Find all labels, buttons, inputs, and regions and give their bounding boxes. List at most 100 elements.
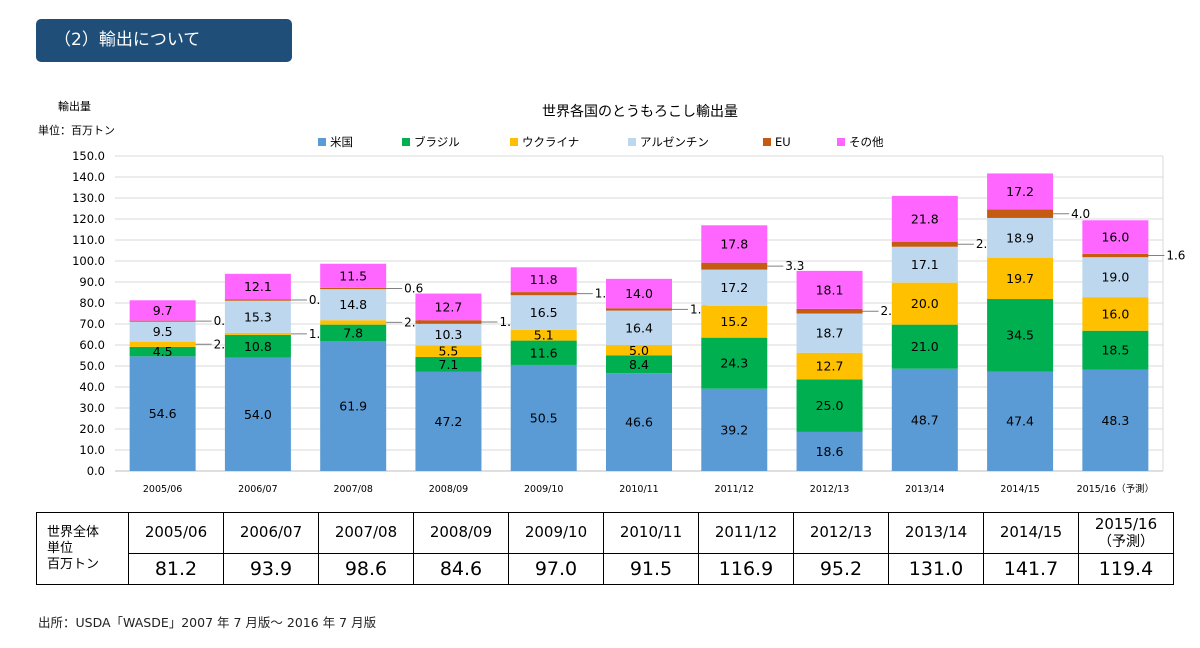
data-label: 24.3 bbox=[720, 356, 748, 371]
bar-usa bbox=[320, 341, 387, 471]
data-label: 20.0 bbox=[911, 296, 939, 311]
bar-usa bbox=[701, 388, 768, 471]
data-label: 61.9 bbox=[339, 399, 367, 414]
data-label: 21.0 bbox=[911, 339, 939, 354]
data-label: 12.7 bbox=[435, 299, 463, 314]
data-label: 0.6 bbox=[404, 282, 423, 296]
data-label: 17.8 bbox=[720, 236, 748, 251]
x-tick-label: 2007/08 bbox=[333, 484, 372, 495]
bar-other bbox=[129, 300, 196, 321]
y-tick-label: 20.0 bbox=[79, 422, 105, 436]
row-label-line2: 単位 bbox=[47, 540, 74, 556]
year-header-forecast-year: 2015/16 bbox=[1094, 515, 1158, 534]
data-label: 9.5 bbox=[153, 324, 173, 339]
data-label: 18.1 bbox=[816, 282, 844, 297]
y-tick-label: 80.0 bbox=[79, 296, 105, 310]
bar-ukraine bbox=[320, 320, 387, 325]
data-label: 17.1 bbox=[911, 257, 939, 272]
bar-brazil bbox=[891, 324, 958, 369]
bar-ukraine bbox=[510, 329, 577, 341]
bar-argentina bbox=[701, 269, 768, 306]
total-value: 141.7 bbox=[983, 553, 1079, 585]
data-label: 14.8 bbox=[339, 297, 367, 312]
bar-other bbox=[796, 270, 863, 309]
x-tick-label: 2009/10 bbox=[524, 484, 563, 495]
row-label: 世界全体 単位 百万トン bbox=[36, 512, 129, 585]
data-label: 19.7 bbox=[1006, 271, 1034, 286]
year-header: 2009/10 bbox=[508, 512, 604, 554]
x-tick-label: 2010/11 bbox=[619, 484, 658, 495]
y-axis-label: 輸出量 bbox=[58, 99, 91, 113]
data-label: 9.7 bbox=[153, 303, 173, 318]
bar-eu bbox=[891, 241, 958, 247]
data-label: 1.6 bbox=[1166, 249, 1185, 263]
bar-ukraine bbox=[796, 352, 863, 380]
bar-usa bbox=[987, 371, 1054, 471]
data-label: 12.1 bbox=[244, 279, 272, 294]
data-label: 18.7 bbox=[816, 326, 844, 341]
legend-swatch bbox=[402, 138, 410, 146]
data-label: 21.8 bbox=[911, 211, 939, 226]
year-header: 2006/07 bbox=[223, 512, 319, 554]
bar-usa bbox=[510, 364, 577, 471]
legend-swatch bbox=[510, 138, 518, 146]
data-label: 10.3 bbox=[435, 327, 463, 342]
bar-ukraine bbox=[1082, 297, 1149, 331]
data-label: 47.4 bbox=[1006, 414, 1034, 429]
y-tick-label: 70.0 bbox=[79, 317, 105, 331]
data-label: 15.2 bbox=[720, 314, 748, 329]
data-label: 16.0 bbox=[1101, 230, 1129, 245]
year-header: 2008/09 bbox=[413, 512, 509, 554]
bar-other bbox=[224, 273, 291, 300]
bar-eu bbox=[796, 308, 863, 314]
total-value: 98.6 bbox=[318, 553, 414, 585]
data-label: 11.5 bbox=[339, 268, 367, 283]
data-label: 11.8 bbox=[530, 272, 558, 287]
source-note: 出所：USDA「WASDE」2007 年 7 月版～ 2016 年 7 月版 bbox=[38, 615, 377, 630]
bar-other bbox=[701, 225, 768, 263]
data-label: 12.7 bbox=[816, 359, 844, 374]
total-value: 93.9 bbox=[223, 553, 319, 585]
legend-label: 米国 bbox=[330, 135, 353, 149]
y-tick-label: 150.0 bbox=[72, 149, 105, 163]
bar-other bbox=[415, 293, 482, 321]
x-tick-label: 2006/07 bbox=[238, 484, 277, 495]
bar-argentina bbox=[987, 217, 1054, 258]
bar-usa bbox=[129, 356, 196, 471]
row-label-line3: 百万トン bbox=[47, 556, 100, 572]
bar-other bbox=[510, 267, 577, 293]
data-label: 10.8 bbox=[244, 339, 272, 354]
bar-ukraine bbox=[224, 332, 291, 335]
bar-brazil bbox=[987, 299, 1054, 372]
bar-other bbox=[987, 173, 1054, 210]
total-value: 95.2 bbox=[793, 553, 889, 585]
y-tick-label: 100.0 bbox=[72, 254, 105, 268]
total-value: 116.9 bbox=[698, 553, 794, 585]
bar-usa bbox=[891, 368, 958, 471]
legend-swatch bbox=[837, 138, 845, 146]
bar-usa bbox=[606, 373, 672, 471]
total-value: 119.4 bbox=[1078, 553, 1174, 585]
y-tick-label: 30.0 bbox=[79, 401, 105, 415]
bar-brazil bbox=[701, 337, 768, 389]
y-axis-unit-label: 単位：百万トン bbox=[38, 123, 115, 137]
x-tick-label: 2011/12 bbox=[715, 484, 754, 495]
year-header: 2014/15 bbox=[983, 512, 1079, 554]
year-header: 2010/11 bbox=[603, 512, 699, 554]
bar-other bbox=[891, 195, 958, 242]
bar-usa bbox=[1082, 369, 1149, 471]
bar-eu bbox=[701, 262, 768, 270]
data-label: 39.2 bbox=[720, 422, 748, 437]
y-tick-label: 110.0 bbox=[72, 233, 105, 247]
row-label-line1: 世界全体 bbox=[47, 524, 100, 540]
legend-label: ブラジル bbox=[414, 135, 460, 149]
bar-eu bbox=[129, 320, 196, 322]
bar-argentina bbox=[606, 310, 672, 345]
legend-label: ウクライナ bbox=[522, 135, 579, 149]
y-tick-label: 90.0 bbox=[79, 275, 105, 289]
bar-brazil bbox=[1082, 330, 1149, 370]
section-title: （2）輸出について bbox=[54, 30, 201, 50]
data-label: 4.5 bbox=[153, 344, 173, 359]
bar-usa bbox=[224, 357, 291, 471]
bar-eu bbox=[415, 320, 482, 324]
